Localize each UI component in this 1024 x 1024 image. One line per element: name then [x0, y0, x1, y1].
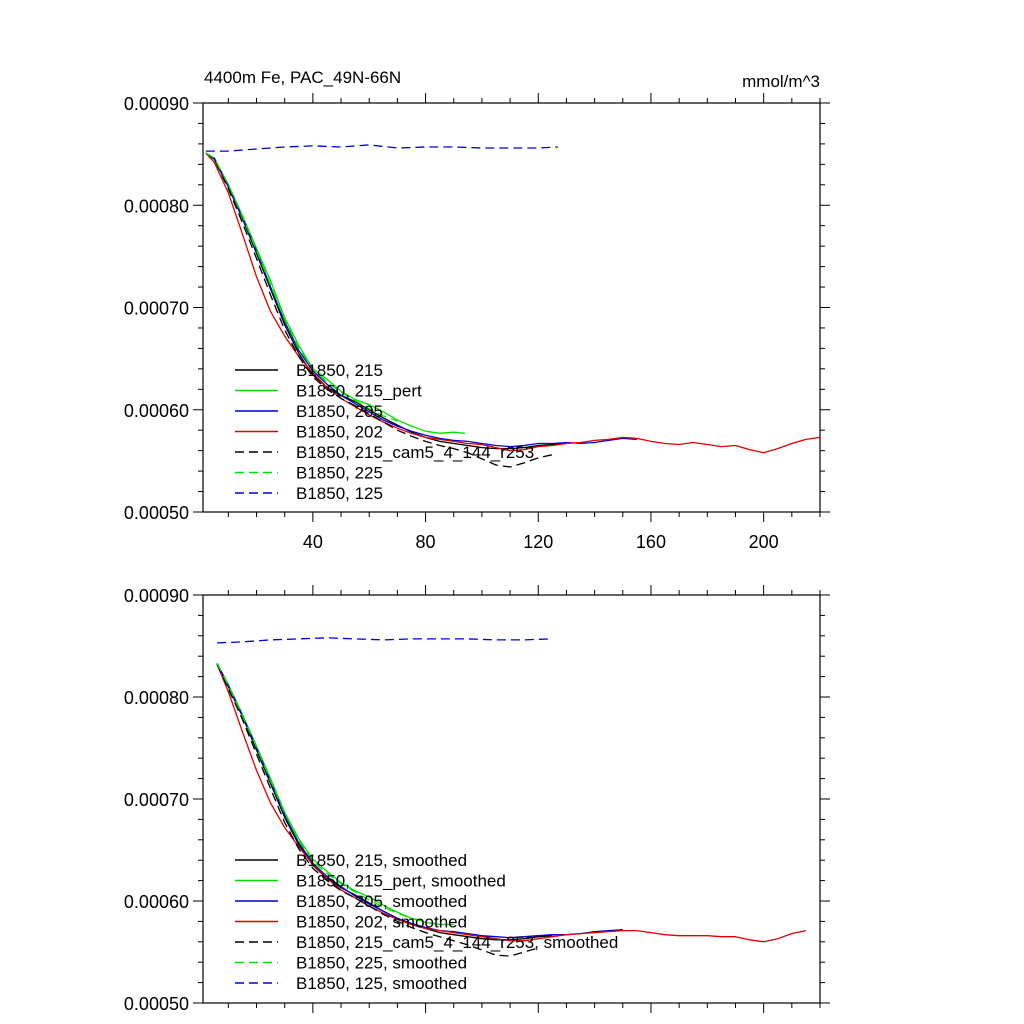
series-line-3 — [216, 663, 623, 939]
legend: B1850, 215, smoothed B1850, 215_pert, smo… — [235, 851, 618, 993]
x-tick-label: 40 — [303, 532, 323, 552]
series-line-6 — [216, 663, 426, 923]
series-line-7 — [205, 144, 559, 152]
legend-label: B1850, 225, smoothed — [296, 954, 467, 973]
x-tick-label: 200 — [749, 532, 779, 552]
legend-label: B1850, 215_pert — [296, 382, 422, 401]
legend-label: B1850, 202 — [296, 423, 383, 442]
x-tick-label: 80 — [416, 532, 436, 552]
legend-label: B1850, 215, smoothed — [296, 851, 467, 870]
series-line-4 — [216, 664, 807, 943]
y-tick-label: 0.00080 — [124, 196, 189, 216]
y-tick-label: 0.00090 — [124, 94, 189, 114]
series-line-2 — [205, 152, 466, 434]
y-tick-label: 0.00070 — [124, 299, 189, 319]
series-line-1 — [205, 152, 567, 450]
chart-panel-2: 0.00050 0.00060 0.00070 0.00080 0.00090 B1850… — [124, 585, 830, 1014]
legend-label: B1850, 202, smoothed — [296, 913, 467, 932]
legend-label: B1850, 125 — [296, 484, 383, 503]
series-line-4 — [205, 152, 821, 454]
series-line-6 — [205, 152, 398, 422]
series-line-5 — [216, 664, 539, 957]
y-tick-label: 0.00080 — [124, 688, 189, 708]
y-tick-label: 0.00060 — [124, 401, 189, 421]
y-tick-label: 0.00090 — [124, 586, 189, 606]
plot-layer: 0.00050 0.00060 0.00070 0.00080 0.00090 40 80 1… — [124, 93, 830, 1014]
top-chart-title: 4400m Fe, PAC_49N-66N — [204, 68, 401, 87]
y-tick-label: 0.00050 — [124, 503, 189, 523]
legend-label: B1850, 215_cam5_4_144_r253 — [296, 443, 534, 462]
y-tick-label: 0.00050 — [124, 994, 189, 1014]
legend-label: B1850, 205 — [296, 402, 383, 421]
x-tick-label: 160 — [636, 532, 666, 552]
y-tick-label: 0.00060 — [124, 892, 189, 912]
series-line-5 — [205, 152, 553, 468]
top-chart-units: mmol/m^3 — [742, 72, 820, 91]
legend-label: B1850, 215_cam5_4_144_r253, smoothed — [296, 933, 618, 952]
series-line-3 — [205, 152, 637, 448]
legend-label: B1850, 205, smoothed — [296, 892, 467, 911]
legend-label: B1850, 225 — [296, 464, 383, 483]
chart-panel-1: 0.00050 0.00060 0.00070 0.00080 0.00090 40 80 1… — [124, 93, 830, 552]
legend-label: B1850, 215_pert, smoothed — [296, 872, 506, 891]
y-tick-label: 0.00070 — [124, 790, 189, 810]
legend-label: B1850, 125, smoothed — [296, 974, 467, 993]
series-line-7 — [217, 637, 550, 644]
legend-label: B1850, 215 — [296, 361, 383, 380]
x-tick-label: 120 — [523, 532, 553, 552]
